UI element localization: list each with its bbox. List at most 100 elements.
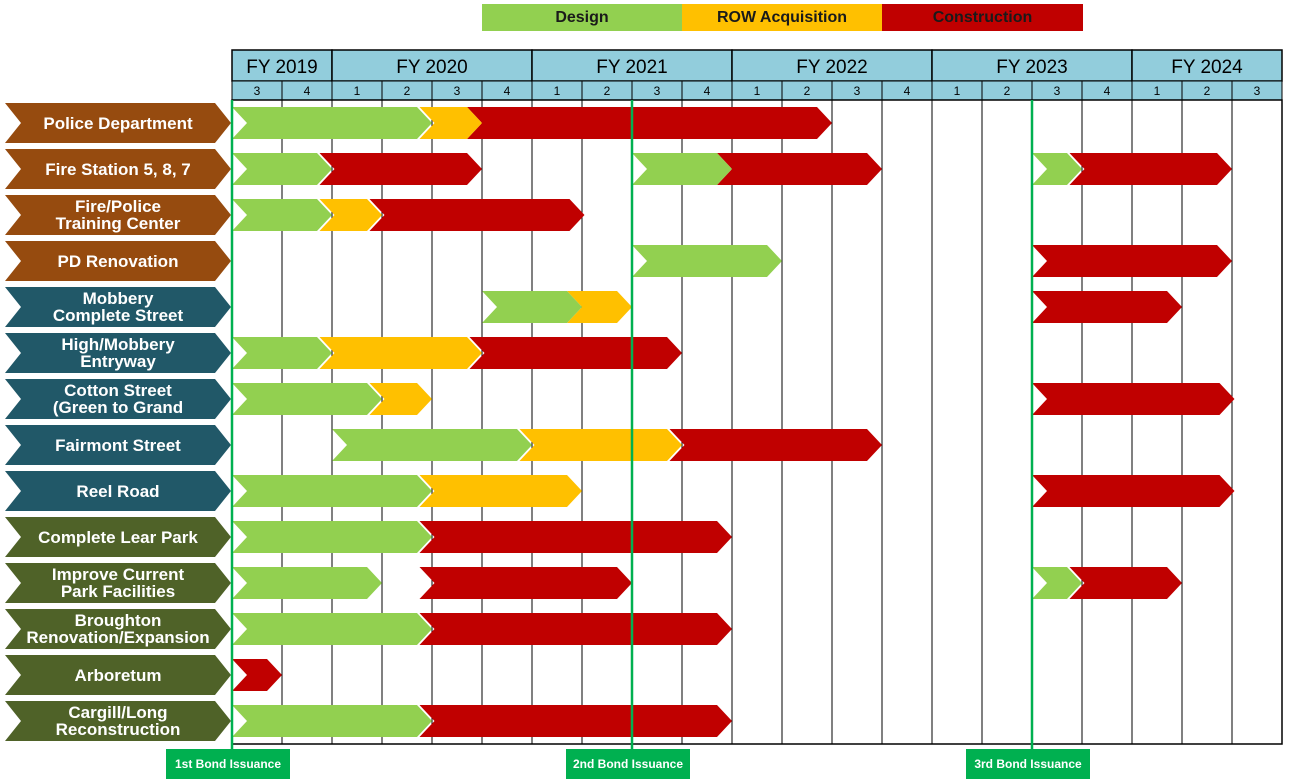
phase-bar-construction [467,107,832,139]
legend: Design ROW Acquisition Construction [482,4,1083,31]
project-label-chevron [5,241,231,281]
project-label-chevron [5,471,231,511]
project-label-chevron [5,195,231,235]
quarter-label: 3 [254,84,261,98]
phase-bar-row-acquisition [567,291,632,323]
fiscal-year-label: FY 2021 [596,57,667,78]
quarter-label: 2 [804,84,811,98]
phase-bar-construction [1032,475,1235,507]
phase-bar-design [232,337,332,369]
phase-bar-construction [717,153,882,185]
phase-bar-construction [1032,291,1182,323]
project-name: Arboretum [75,666,162,685]
quarter-label: 4 [904,84,911,98]
phase-bar-design [232,705,432,737]
phase-bar-construction [469,337,682,369]
bond-issuance-label: 1st Bond Issuance [166,749,290,779]
phase-bar-design [232,613,432,645]
project-label-chevron [5,149,231,189]
project-label-chevron [5,701,231,741]
phase-bar-design [1032,153,1082,185]
quarter-label: 2 [1204,84,1211,98]
phase-bar-construction [1032,245,1232,277]
project-name: Fairmont Street [55,436,181,455]
bond-issuance-label: 2nd Bond Issuance [566,749,690,779]
phase-bar-row-acquisition [319,199,382,231]
project-name: Improve Current [52,565,185,584]
fiscal-year-cell [1131,49,1283,82]
project-label-chevron [5,425,231,465]
project-label-chevron [5,379,231,419]
project-name: Police Department [43,114,193,133]
project-name: Training Center [56,214,181,233]
project-name: Park Facilities [61,582,175,601]
phase-bar-design [232,475,432,507]
project-name: High/Mobbery [61,335,175,354]
project-name: Complete Street [53,306,184,325]
fiscal-year-label: FY 2023 [996,57,1067,78]
quarter-label: 4 [704,84,711,98]
bond-issuance-label: 3rd Bond Issuance [966,749,1090,779]
fiscal-year-label: FY 2024 [1171,57,1243,78]
phase-bar-row-acquisition [319,337,482,369]
project-name: (Green to Grand [53,398,183,417]
project-label-chevron [5,609,231,649]
phase-bar-design [232,107,432,139]
phase-bar-design [232,199,332,231]
phase-bar-construction [1069,567,1182,599]
project-label-chevron [5,517,231,557]
quarter-label: 1 [354,84,361,98]
fiscal-year-cell [731,49,933,82]
phase-bar-design [232,383,382,415]
quarter-label: 3 [654,84,661,98]
phase-bar-row-acquisition [519,429,682,461]
quarter-label: 2 [604,84,611,98]
project-name: Broughton [75,611,162,630]
phase-bar-design [632,245,782,277]
phase-bar-design [232,567,382,599]
project-name: PD Renovation [58,252,179,271]
quarter-label: 1 [754,84,761,98]
fiscal-year-label: FY 2019 [246,57,317,78]
quarter-label: 1 [954,84,961,98]
quarter-label: 2 [404,84,411,98]
project-name: Entryway [80,352,156,371]
quarter-label: 3 [1054,84,1061,98]
quarter-label: 3 [854,84,861,98]
phase-bar-construction [419,705,732,737]
quarter-label: 4 [1104,84,1111,98]
fiscal-year-cell [331,49,533,82]
quarter-label: 3 [454,84,461,98]
project-name: Fire Station 5, 8, 7 [45,160,191,179]
quarter-label: 1 [554,84,561,98]
project-label-chevron [5,563,231,603]
quarter-label: 4 [304,84,311,98]
project-label-chevron [5,333,231,373]
phase-bar-construction [232,659,282,691]
phase-bar-construction [419,521,732,553]
phase-bar-design [482,291,582,323]
chart-body [231,99,1283,745]
phase-bar-row-acquisition [369,383,432,415]
phase-bar-design [232,521,432,553]
phase-bar-construction [1069,153,1232,185]
phase-bar-design [332,429,532,461]
phase-bar-design [232,153,332,185]
project-name: Reconstruction [56,720,181,739]
project-name: Complete Lear Park [38,528,198,547]
project-name: Cargill/Long [68,703,167,722]
phase-bar-construction [419,613,732,645]
legend-item-design: Design [482,4,682,31]
quarter-label: 2 [1004,84,1011,98]
fiscal-year-label: FY 2020 [396,57,467,78]
project-name: Reel Road [76,482,159,501]
phase-bar-construction [1032,383,1235,415]
phase-bar-row-acquisition [419,107,482,139]
phase-bar-construction [369,199,585,231]
legend-item-row-acquisition: ROW Acquisition [682,4,882,31]
project-name: Mobbery [83,289,154,308]
project-label-chevron [5,103,231,143]
quarter-label: 4 [504,84,511,98]
legend-item-construction: Construction [882,4,1083,31]
